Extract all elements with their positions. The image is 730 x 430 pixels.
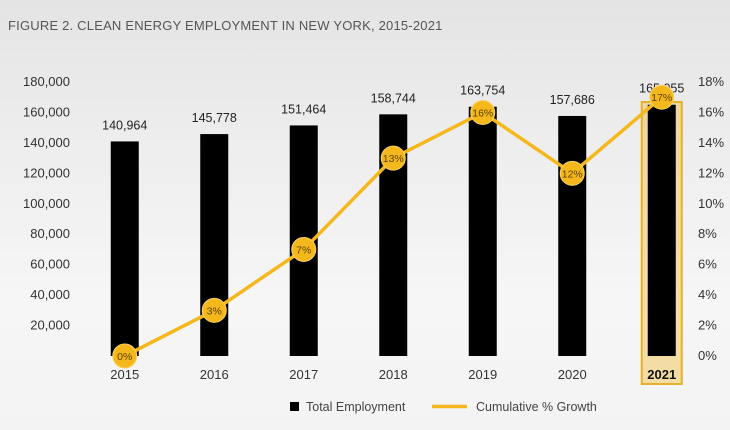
y-left-tick-label: 180,000	[23, 74, 70, 89]
growth-point	[291, 236, 317, 262]
x-tick-label: 2018	[379, 367, 408, 382]
growth-point-label: 3%	[207, 305, 222, 317]
y-right-tick-label: 18%	[698, 74, 724, 89]
y-left-tick-label: 140,000	[23, 135, 70, 150]
growth-point	[112, 343, 138, 369]
legend-label-cumulative-growth: Cumulative % Growth	[476, 400, 597, 414]
x-tick-label: 2017	[289, 367, 318, 382]
bar-value-label: 163,754	[460, 84, 505, 98]
growth-point	[649, 84, 675, 110]
growth-point-label: 7%	[296, 244, 311, 256]
y-right-tick-label: 16%	[698, 104, 724, 119]
x-tick-label: 2021	[647, 367, 676, 382]
x-tick-label: 2020	[558, 367, 587, 382]
x-tick-label: 2016	[200, 367, 229, 382]
y-left-tick-label: 60,000	[30, 257, 70, 272]
y-right-tick-label: 10%	[698, 196, 724, 211]
growth-point-label: 17%	[651, 92, 672, 104]
y-right-tick-label: 8%	[698, 226, 717, 241]
growth-point-label: 0%	[117, 351, 132, 363]
bar	[558, 115, 587, 357]
y-left-tick-label: 160,000	[23, 104, 70, 119]
y-right-tick-label: 6%	[698, 257, 717, 272]
y-left-tick-label: 120,000	[23, 165, 70, 180]
x-tick-label: 2019	[468, 367, 497, 382]
growth-point	[470, 99, 496, 125]
y-right-tick-label: 2%	[698, 318, 717, 333]
growth-point	[559, 160, 585, 186]
bar	[647, 104, 676, 357]
growth-point-label: 16%	[472, 107, 493, 119]
bar-value-label: 157,686	[550, 93, 595, 107]
y-left-tick-label: 80,000	[30, 226, 70, 241]
y-left-tick-label: 40,000	[30, 287, 70, 302]
bar	[110, 141, 139, 356]
x-tick-label: 2015	[110, 367, 139, 382]
legend-marker-total-employment	[290, 402, 299, 411]
bar-value-label: 151,464	[281, 102, 326, 116]
y-right-tick-label: 14%	[698, 135, 724, 150]
y-left-tick-label: 20,000	[30, 318, 70, 333]
y-right-tick-label: 12%	[698, 165, 724, 180]
legend-label-total-employment: Total Employment	[306, 400, 406, 414]
y-right-tick-label: 0%	[698, 348, 717, 363]
growth-point-label: 12%	[562, 168, 583, 180]
bar-value-label: 145,778	[192, 111, 237, 125]
bar	[468, 106, 497, 357]
bar-value-label: 140,964	[102, 118, 147, 132]
growth-point-label: 13%	[383, 153, 404, 165]
bar-value-label: 158,744	[371, 91, 416, 105]
y-left-tick-label: 100,000	[23, 196, 70, 211]
y-right-tick-label: 4%	[698, 287, 717, 302]
growth-point	[380, 145, 406, 171]
chart-title: FIGURE 2. CLEAN ENERGY EMPLOYMENT IN NEW…	[8, 18, 443, 33]
growth-point	[201, 297, 227, 323]
